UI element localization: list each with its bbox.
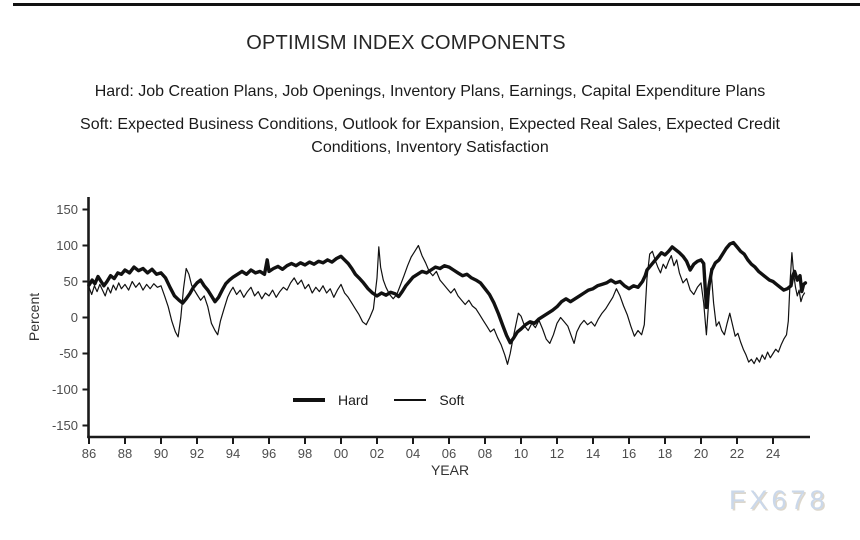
y-tick-label: -50 bbox=[59, 346, 78, 361]
y-tick-label: 150 bbox=[56, 202, 78, 217]
page-title: OPTIMISM INDEX COMPONENTS bbox=[246, 32, 566, 54]
x-tick-label: 98 bbox=[298, 446, 312, 461]
x-tick-label: 94 bbox=[226, 446, 240, 461]
x-tick-label: 86 bbox=[82, 446, 96, 461]
y-tick-label: -100 bbox=[52, 382, 78, 397]
x-tick-label: 08 bbox=[478, 446, 492, 461]
x-tick-label: 12 bbox=[550, 446, 564, 461]
soft-line-swatch bbox=[394, 399, 427, 401]
x-tick-label: 00 bbox=[334, 446, 348, 461]
hard-components-description: Hard: Job Creation Plans, Job Openings, … bbox=[94, 83, 766, 100]
fx678-watermark: FX678 bbox=[729, 485, 829, 515]
soft-components-description-text: Soft: Expected Business Conditions, Outl… bbox=[80, 116, 780, 157]
top-divider-rule bbox=[13, 3, 860, 6]
x-tick-label: 04 bbox=[406, 446, 420, 461]
x-tick-label: 18 bbox=[658, 446, 672, 461]
legend: Hard Soft bbox=[293, 392, 464, 408]
x-axis-title: YEAR bbox=[430, 462, 470, 478]
x-tick-label: 20 bbox=[694, 446, 708, 461]
x-tick-label: 90 bbox=[154, 446, 168, 461]
hard-line-swatch bbox=[293, 398, 325, 402]
legend-label-soft: Soft bbox=[439, 392, 465, 408]
x-tick-label: 88 bbox=[118, 446, 132, 461]
x-tick-label: 06 bbox=[442, 446, 456, 461]
y-tick-label: 0 bbox=[71, 310, 78, 325]
x-tick-label: 16 bbox=[622, 446, 636, 461]
x-tick-label: 10 bbox=[514, 446, 528, 461]
x-tick-label: 96 bbox=[262, 446, 276, 461]
y-tick-label: -150 bbox=[52, 418, 78, 433]
x-tick-label: 14 bbox=[586, 446, 600, 461]
legend-label-hard: Hard bbox=[338, 392, 369, 408]
y-tick-label: 100 bbox=[56, 238, 78, 253]
series-line-hard bbox=[87, 240, 808, 345]
x-tick-label: 92 bbox=[190, 446, 204, 461]
y-tick-label: 50 bbox=[64, 274, 78, 289]
x-tick-label: 02 bbox=[370, 446, 384, 461]
y-axis-title: Percent bbox=[26, 292, 42, 342]
x-tick-label: 22 bbox=[730, 446, 744, 461]
soft-components-description: Soft: Expected Business Conditions, Outl… bbox=[0, 113, 860, 159]
series-line-soft bbox=[88, 244, 806, 365]
x-tick-label: 24 bbox=[766, 446, 780, 461]
